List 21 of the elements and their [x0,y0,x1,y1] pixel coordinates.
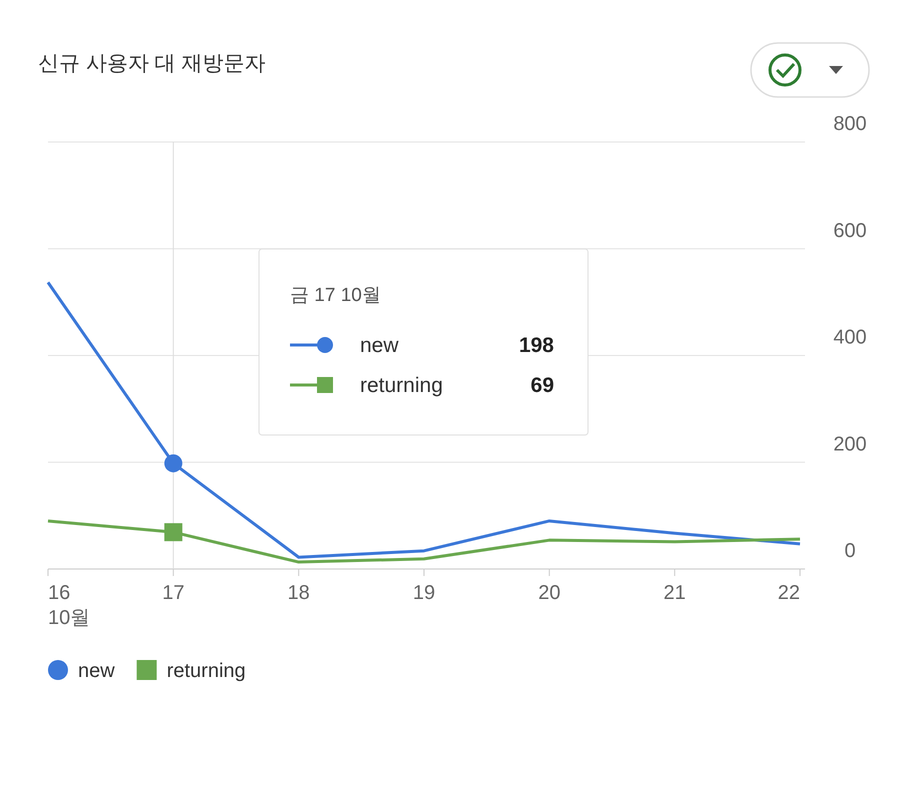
x-tick-label: 17 [162,582,184,604]
x-tick-label: 21 [664,582,686,604]
annotation: 금 17 10월 [290,285,381,306]
y-tick-label: 200 [833,433,867,456]
legend-label: returning [166,660,246,682]
x-tick-label: 16 [48,582,70,604]
annotation: 198 [518,334,554,357]
text: returning [360,374,443,397]
x-tick-label: 19 [412,582,436,604]
chart-title: 신규 사용자 대 재방문자 [38,52,266,75]
annotation: 69 [530,374,554,397]
legend-label: new [360,334,400,357]
x-tick-label: 18 [288,582,310,604]
y-tick-label: 800 [833,113,867,135]
y-tick-label: 0 [844,540,856,562]
y-tick-label: 400 [833,326,867,348]
text: 10월 [48,607,90,629]
x-tick-label: 22 [778,582,800,604]
text: new [78,660,115,682]
y-tick-label: 600 [833,220,867,242]
x-tick-label: 20 [538,582,560,604]
